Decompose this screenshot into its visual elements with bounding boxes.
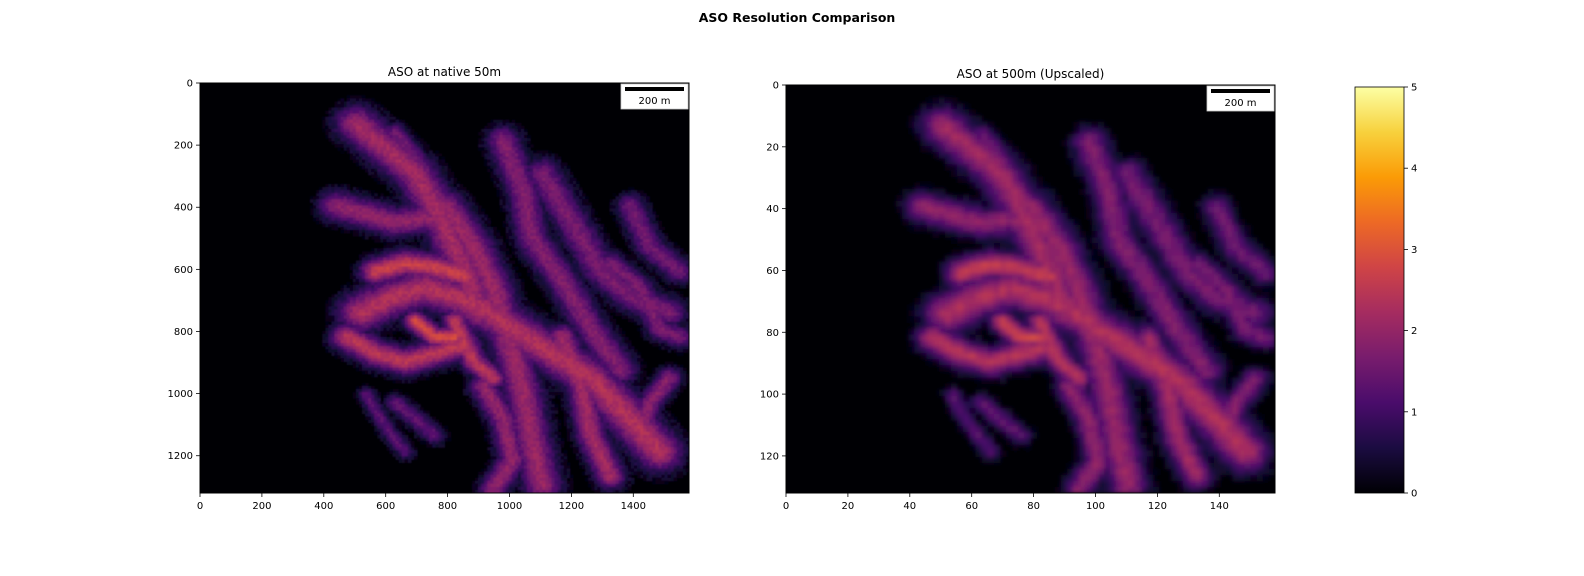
y-tick-label: 100 (760, 390, 779, 401)
figure-title: ASO Resolution Comparison (699, 10, 896, 25)
snow-depth-field (896, 97, 1275, 493)
plot-frame (199, 82, 690, 494)
y-tick-label: 1000 (168, 389, 193, 400)
snow-depth-field (310, 95, 689, 493)
x-tick-label: 80 (1027, 501, 1040, 512)
x-tick-label: 40 (903, 501, 916, 512)
y-tick-label: 0 (187, 79, 193, 90)
x-tick-label: 0 (783, 501, 789, 512)
x-tick-label: 1000 (497, 501, 522, 512)
x-tick-label: 20 (842, 501, 855, 512)
colorbar-tick-label: 4 (1411, 164, 1417, 175)
scale-bar: 200 m (620, 83, 689, 110)
heatmap-native-50m: ASO at native 50m 0 200 400 600 800 1000 1200 14… (168, 65, 690, 512)
y-tick-label: 0 (773, 81, 779, 92)
y-tick-label: 80 (766, 328, 779, 339)
plot-frame (785, 84, 1276, 494)
scale-bar: 200 m (1206, 85, 1275, 112)
y-tick-label: 400 (174, 203, 193, 214)
subplot-title: ASO at native 50m (388, 65, 501, 79)
scale-bar-label: 200 m (1224, 98, 1256, 109)
scale-bar-line (1211, 89, 1270, 93)
y-tick-label: 20 (766, 142, 779, 153)
colorbar-gradient (1354, 86, 1405, 494)
x-tick-label: 800 (438, 501, 457, 512)
x-tick-label: 400 (314, 501, 333, 512)
colorbar-tick-label: 2 (1411, 326, 1417, 337)
colorbar-tick-label: 0 (1411, 489, 1417, 500)
x-tick-label: 100 (1086, 501, 1105, 512)
x-tick-label: 140 (1210, 501, 1229, 512)
colorbar-tick-label: 1 (1411, 407, 1417, 418)
subplot-title: ASO at 500m (Upscaled) (957, 67, 1105, 81)
x-tick-label: 600 (376, 501, 395, 512)
x-tick-label: 1400 (621, 501, 646, 512)
x-tick-label: 0 (197, 501, 203, 512)
colorbar: 0 1 2 3 4 5 (1354, 83, 1417, 500)
scale-bar-label: 200 m (638, 96, 670, 107)
heatmap-upscaled-500m: ASO at 500m (Upscaled) 0 20 40 60 80 100 120 140… (760, 67, 1276, 512)
y-tick-label: 40 (766, 204, 779, 215)
x-tick-label: 60 (965, 501, 978, 512)
y-tick-label: 60 (766, 266, 779, 277)
x-tick-label: 1200 (559, 501, 584, 512)
y-tick-label: 120 (760, 451, 779, 462)
y-tick-label: 800 (174, 327, 193, 338)
colorbar-tick-label: 3 (1411, 245, 1417, 256)
y-tick-label: 600 (174, 265, 193, 276)
x-tick-label: 120 (1148, 501, 1167, 512)
scale-bar-line (625, 87, 684, 91)
y-tick-label: 1200 (168, 451, 193, 462)
y-tick-label: 200 (174, 141, 193, 152)
x-tick-label: 200 (252, 501, 271, 512)
colorbar-tick-label: 5 (1411, 83, 1417, 94)
